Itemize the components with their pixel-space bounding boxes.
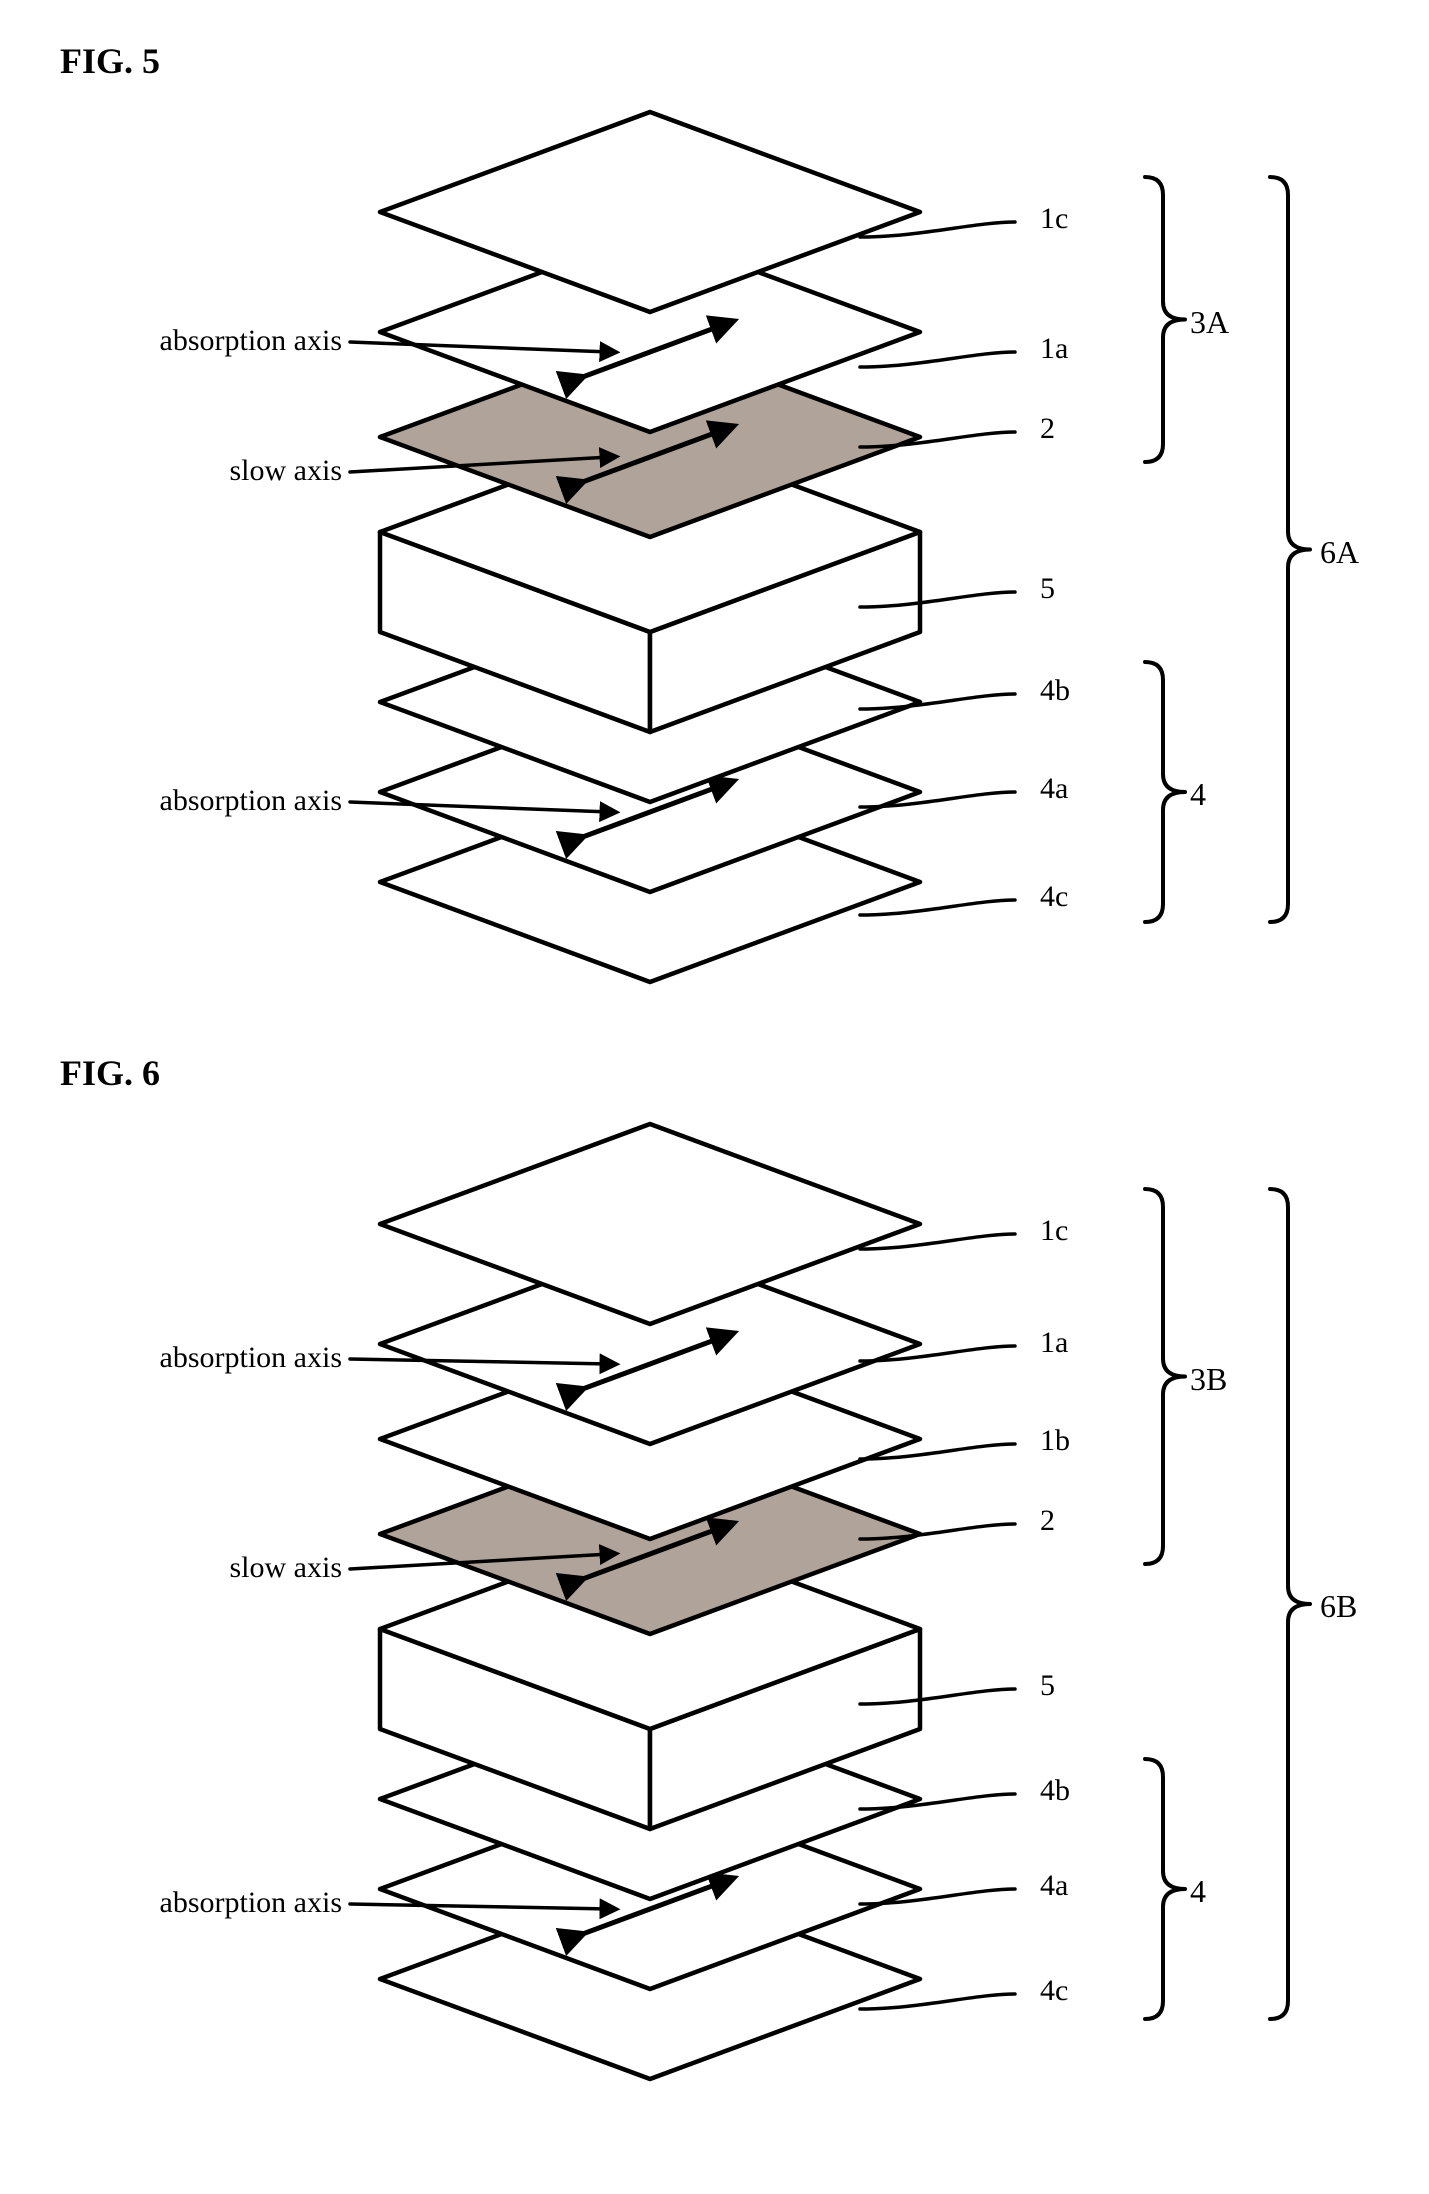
fig6-group-label-4: 4: [1190, 1873, 1206, 1910]
fig6-layer-1c: [380, 1124, 920, 1324]
fig6-label-1c: 1c: [1040, 1214, 1068, 1248]
fig5-label-5: 5: [1040, 572, 1055, 606]
fig5-axis-label-2: absorption axis: [160, 784, 342, 818]
fig5-label-1c: 1c: [1040, 202, 1068, 236]
fig5-diagram: 1c 1a 2 5 4b 4a 4c absorption axis slow axis abso…: [40, 92, 1390, 1012]
fig5-title: FIG. 5: [60, 40, 1389, 82]
fig6-diagram: 1c 1a 1b 2 5 4b 4a 4c absorption axis slow axis ab…: [40, 1104, 1390, 2114]
fig5-group-label-6A: 6A: [1320, 534, 1359, 571]
fig6-svg: [40, 1104, 1390, 2114]
fig6-axis-label-1: slow axis: [230, 1551, 343, 1585]
fig6-label-1a: 1a: [1040, 1326, 1068, 1360]
fig5-layer-1c: [380, 112, 920, 312]
fig5-label-4c: 4c: [1040, 880, 1068, 914]
fig5-label-2: 2: [1040, 412, 1055, 446]
fig5-label-4a: 4a: [1040, 772, 1068, 806]
fig6-axis-label-2: absorption axis: [160, 1886, 342, 1920]
fig6-group-label-3B: 3B: [1190, 1361, 1227, 1398]
fig5-axis-label-0: absorption axis: [160, 324, 342, 358]
fig5-axis-label-1: slow axis: [230, 454, 343, 488]
fig5-label-4b: 4b: [1040, 674, 1070, 708]
fig5-label-1a: 1a: [1040, 332, 1068, 366]
fig6-group-label-6B: 6B: [1320, 1588, 1357, 1625]
fig5-group-label-3A: 3A: [1190, 304, 1229, 341]
fig5-group-label-4: 4: [1190, 776, 1206, 813]
fig6-label-1b: 1b: [1040, 1424, 1070, 1458]
fig5-svg: [40, 92, 1390, 1012]
fig6-label-4c: 4c: [1040, 1974, 1068, 2008]
fig6-label-4b: 4b: [1040, 1774, 1070, 1808]
fig6-title: FIG. 6: [60, 1052, 1389, 1094]
fig6-label-4a: 4a: [1040, 1869, 1068, 1903]
fig6-axis-label-0: absorption axis: [160, 1341, 342, 1375]
fig6-label-5: 5: [1040, 1669, 1055, 1703]
fig6-label-2: 2: [1040, 1504, 1055, 1538]
